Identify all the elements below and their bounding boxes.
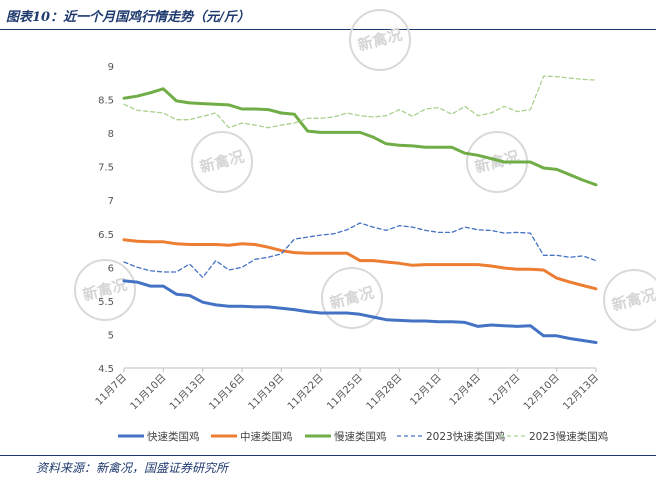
x-tick-label: 12月10日 xyxy=(521,372,562,413)
y-axis: 9 8.5 8 7.5 7 6.5 6 5.5 5 4.5 xyxy=(98,62,114,375)
x-tick-label: 11月7日 xyxy=(93,372,129,408)
figure-title: 图表10：近一个月国鸡行情走势（元/斤） xyxy=(6,10,250,25)
legend-label: 中速类国鸡 xyxy=(240,430,293,443)
y-tick-label: 9 xyxy=(108,62,114,73)
watermark-text: 新禽况 xyxy=(198,147,246,176)
y-tick-label: 8 xyxy=(108,129,114,140)
watermark-circle xyxy=(603,269,656,331)
series-line-3 xyxy=(122,87,598,187)
series-group xyxy=(122,75,598,344)
series-line-4 xyxy=(123,222,597,279)
watermark-text: 新禽况 xyxy=(610,285,656,314)
legend-label: 2023慢速类国鸡 xyxy=(529,430,608,443)
x-tick-label: 11月25日 xyxy=(324,372,365,413)
legend-label: 快速类国鸡 xyxy=(147,430,200,443)
legend-label: 2023快速类国鸡 xyxy=(426,430,505,443)
bottom-divider xyxy=(0,455,656,456)
watermark-circle xyxy=(191,131,253,193)
watermark-text: 新禽况 xyxy=(356,25,404,54)
series-line-2 xyxy=(122,238,598,291)
x-tick-label: 11月10日 xyxy=(128,372,169,413)
x-tick-label: 11月22日 xyxy=(285,372,326,413)
top-divider xyxy=(0,29,656,30)
x-axis: 11月7日 11月10日 11月13日 11月16日 11月19日 11月22日 11月25… xyxy=(93,368,601,412)
x-tick-label: 11月16日 xyxy=(206,372,247,413)
watermark-circle xyxy=(321,267,383,329)
y-tick-label: 7 xyxy=(108,196,114,207)
y-tick-label: 8.5 xyxy=(98,96,114,107)
y-tick-label: 7.5 xyxy=(98,163,114,174)
y-tick-label: 6 xyxy=(108,263,114,274)
y-tick-label: 6.5 xyxy=(98,230,114,241)
x-tick-label: 12月13日 xyxy=(560,372,601,413)
watermark-circle xyxy=(349,9,411,71)
watermark-circle xyxy=(74,259,136,321)
legend-label: 慢速类国鸡 xyxy=(334,430,387,443)
y-tick-label: 5 xyxy=(108,330,114,341)
legend: 快速类国鸡 中速类国鸡 慢速类国鸡 2023快速类国鸡 2023慢速类国鸡 xyxy=(118,430,608,443)
x-tick-label: 11月13日 xyxy=(167,372,208,413)
x-tick-label: 11月28日 xyxy=(364,372,405,413)
x-tick-label: 12月7日 xyxy=(486,372,522,408)
x-tick-label: 11月19日 xyxy=(246,372,287,413)
x-tick-label: 12月4日 xyxy=(447,372,483,408)
x-tick-label: 12月1日 xyxy=(408,372,444,408)
source-note: 资料来源：新禽况，国盛证券研究所 xyxy=(36,461,229,475)
series-line-5 xyxy=(123,75,597,129)
series-line-1 xyxy=(122,279,598,344)
y-tick-label: 4.5 xyxy=(98,364,114,375)
y-tick-label: 5.5 xyxy=(98,297,114,308)
watermark-text: 新禽况 xyxy=(328,283,376,312)
